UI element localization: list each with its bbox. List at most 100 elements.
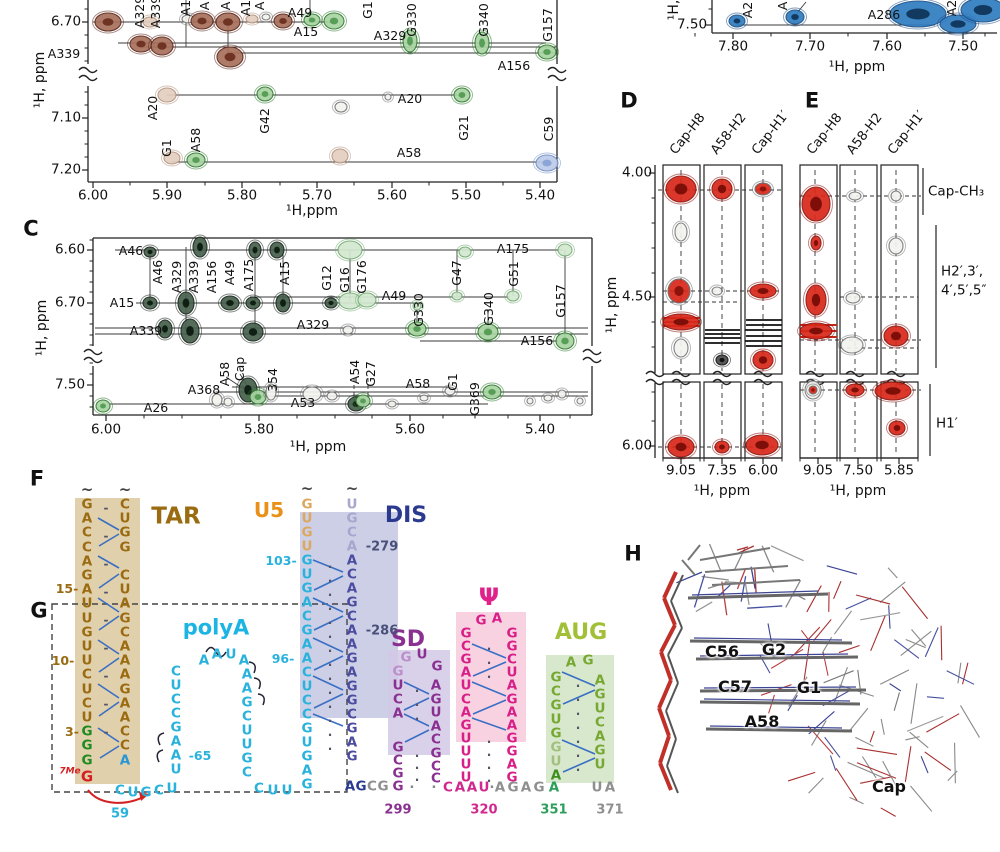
peak-contour bbox=[843, 290, 863, 306]
figure-line bbox=[736, 546, 749, 551]
axis-break-mark bbox=[712, 370, 732, 378]
axis-break-mark bbox=[582, 348, 602, 356]
peak-core bbox=[674, 183, 688, 195]
figure-line bbox=[924, 751, 952, 771]
figure-line bbox=[860, 776, 893, 784]
peak-core bbox=[813, 240, 819, 246]
peak-core bbox=[561, 337, 569, 345]
peak bbox=[506, 290, 520, 302]
peak-contour bbox=[752, 180, 774, 198]
figure-line bbox=[838, 644, 860, 654]
peak-contour bbox=[400, 27, 420, 55]
figure-line bbox=[959, 705, 981, 738]
peak-core bbox=[136, 40, 146, 48]
peak-contour bbox=[92, 10, 124, 34]
figure-line bbox=[687, 592, 829, 600]
peak bbox=[557, 389, 567, 399]
peak bbox=[543, 394, 553, 402]
figure-line bbox=[403, 681, 430, 695]
peak-contour bbox=[240, 320, 266, 344]
figure-line bbox=[879, 581, 906, 604]
strip-box bbox=[839, 164, 878, 375]
figure-line bbox=[940, 625, 943, 661]
figure-line bbox=[882, 760, 899, 790]
figure-line bbox=[561, 671, 596, 687]
figure-line bbox=[880, 807, 896, 817]
figure-line bbox=[704, 565, 789, 573]
peak-contour bbox=[335, 238, 365, 262]
peak-contour bbox=[886, 418, 908, 438]
peak-contour bbox=[449, 289, 465, 303]
peak bbox=[384, 93, 392, 101]
peak-contour bbox=[726, 12, 748, 30]
peak bbox=[357, 292, 377, 308]
peak-contour bbox=[410, 299, 424, 313]
peak bbox=[890, 190, 902, 202]
figure-line bbox=[312, 675, 344, 691]
figure-line bbox=[657, 707, 671, 737]
peak-contour bbox=[353, 392, 373, 410]
figure-line bbox=[824, 736, 841, 758]
peak-core bbox=[226, 300, 234, 306]
peak-core bbox=[758, 356, 768, 364]
figure-line bbox=[97, 727, 120, 743]
axis-break-mark bbox=[845, 370, 865, 378]
peak bbox=[326, 391, 338, 401]
figure-line bbox=[403, 713, 430, 727]
peak bbox=[342, 325, 354, 335]
figure-line bbox=[845, 597, 872, 610]
figure-line bbox=[99, 745, 120, 759]
figure-line bbox=[860, 612, 901, 621]
peak-core bbox=[811, 293, 821, 307]
peak-contour bbox=[442, 384, 458, 398]
peak-contour bbox=[712, 438, 732, 456]
region-box bbox=[456, 612, 526, 742]
figure-line bbox=[658, 735, 671, 764]
peak-core bbox=[719, 444, 725, 450]
peak-core bbox=[192, 157, 200, 163]
peak-contour bbox=[246, 239, 264, 261]
figure-line bbox=[666, 738, 677, 767]
figure-line bbox=[662, 571, 678, 599]
axis-break-mark bbox=[78, 66, 98, 74]
peak-contour bbox=[451, 85, 473, 105]
figure-line bbox=[856, 762, 897, 779]
peak-contour bbox=[417, 392, 431, 404]
peak bbox=[444, 386, 456, 396]
peak-contour bbox=[524, 395, 536, 407]
strip-box bbox=[744, 164, 783, 375]
figure-line bbox=[888, 605, 891, 629]
axis-break-mark bbox=[645, 370, 665, 378]
peak bbox=[223, 397, 233, 407]
strip-box bbox=[799, 164, 838, 375]
figure-line bbox=[312, 637, 344, 653]
figure-line bbox=[754, 569, 757, 593]
figure-line bbox=[855, 594, 891, 605]
peak-contour bbox=[148, 34, 176, 58]
peak-contour bbox=[155, 85, 179, 105]
peak-contour bbox=[472, 29, 492, 57]
figure-line bbox=[894, 639, 920, 659]
figure-line bbox=[889, 683, 902, 692]
figure-line bbox=[924, 627, 939, 658]
peak-core bbox=[222, 18, 234, 26]
peak-core bbox=[675, 442, 687, 452]
peak bbox=[412, 301, 422, 311]
figure-line bbox=[97, 517, 120, 531]
figure-line bbox=[905, 736, 920, 741]
axis-break-mark bbox=[78, 74, 98, 82]
peak-core bbox=[413, 326, 421, 332]
axis-break-mark bbox=[753, 378, 773, 386]
peak-contour bbox=[267, 239, 287, 261]
figure-line bbox=[681, 559, 696, 576]
peak-core bbox=[811, 388, 815, 392]
figure-line bbox=[562, 757, 596, 773]
peak-contour bbox=[385, 398, 399, 410]
peak bbox=[526, 397, 534, 405]
figure-line bbox=[926, 696, 945, 699]
figure-line bbox=[97, 683, 120, 699]
region-box bbox=[546, 655, 614, 783]
peak-core bbox=[197, 242, 203, 252]
peak-contour bbox=[574, 395, 586, 407]
